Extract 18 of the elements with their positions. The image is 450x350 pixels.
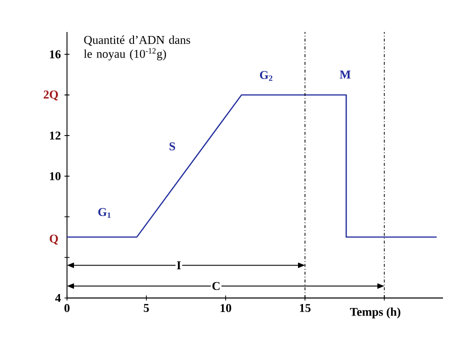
annotation: C [212, 282, 220, 290]
y-tick-label: 12 [50, 132, 60, 140]
annotation: M [340, 70, 351, 78]
x-tick-label: 10 [220, 304, 232, 312]
annotation: G$_{2}$ [260, 71, 272, 81]
text: Q [50, 234, 58, 245]
x-tick-label: 0 [64, 304, 70, 312]
y-tick-label: 4 [55, 294, 61, 302]
y-tick-label: 16 [50, 50, 61, 58]
x-axis-title: Temps (h) [350, 307, 400, 318]
annotation: S [170, 142, 176, 150]
y-tick-label: 10 [50, 172, 61, 180]
y-axis-title: Quantité d’ADN dans le noyau (10$^{-12}$g) [84, 36, 190, 60]
annotation: I [176, 261, 181, 270]
x-tick-label: 15 [300, 304, 311, 312]
annotation: G$_{1}$ [98, 208, 111, 218]
x-tick-label: 5 [144, 304, 149, 312]
text: 2Q [44, 90, 58, 100]
